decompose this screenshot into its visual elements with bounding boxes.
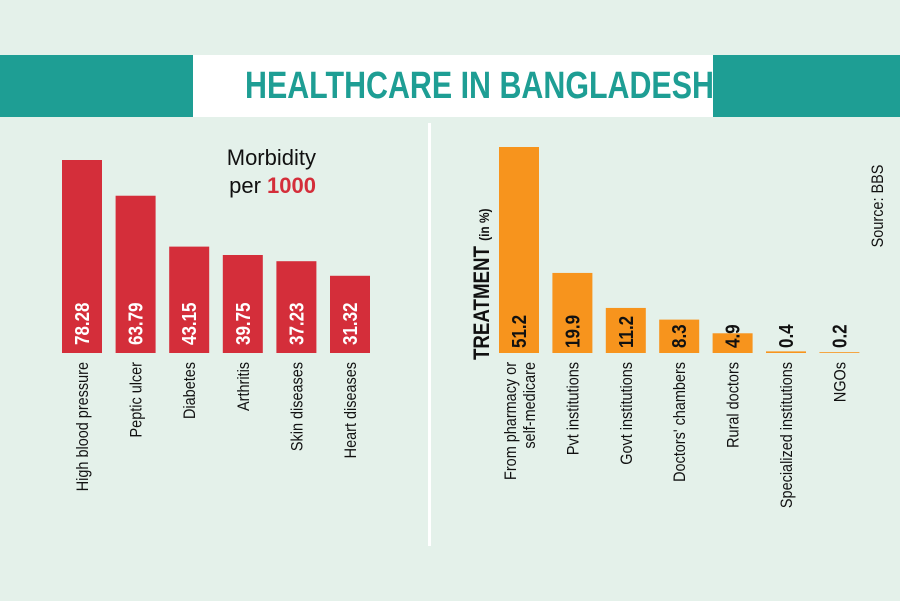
morbidity-bar bbox=[222, 254, 263, 353]
chart-title: HEALTHCARE IN BANGLADESH bbox=[245, 65, 714, 107]
treatment-bar bbox=[499, 147, 539, 353]
treatment-category-label: Doctors' chambers bbox=[671, 362, 689, 482]
treatment-bar bbox=[819, 352, 860, 353]
panel-divider bbox=[428, 123, 431, 546]
morbidity-category-label: Arthritis bbox=[235, 362, 253, 411]
morbidity-category-label: High blood pressure bbox=[74, 362, 92, 491]
treatment-value-label: 11.2 bbox=[614, 316, 637, 348]
treatment-category-label: Govt institutions bbox=[618, 362, 636, 465]
treatment-value-label: 4.9 bbox=[721, 324, 744, 348]
treatment-value-label: 0.2 bbox=[828, 324, 851, 348]
treatment-bar bbox=[712, 333, 753, 353]
morbidity-bar bbox=[330, 275, 370, 353]
treatment-category-label: self-medicare bbox=[521, 362, 539, 449]
morbidity-value-label: 31.32 bbox=[339, 302, 362, 345]
morbidity-title: Morbidity bbox=[226, 145, 316, 170]
morbidity-category-label: Peptic ulcer bbox=[128, 362, 146, 437]
morbidity-subtitle: per 1000 bbox=[200, 172, 316, 200]
morbidity-bar bbox=[62, 160, 102, 353]
morbidity-value-label: 43.15 bbox=[178, 302, 201, 345]
treatment-category-label: Specialized institutions bbox=[778, 362, 796, 508]
morbidity-label: Morbidity per 1000 bbox=[200, 144, 316, 200]
morbidity-category-label: Skin diseases bbox=[288, 362, 306, 451]
morbidity-bar bbox=[169, 246, 210, 353]
morbidity-category-label: Heart diseases bbox=[342, 362, 360, 458]
treatment-category-label: NGOs bbox=[831, 362, 849, 402]
morbidity-per: per bbox=[229, 173, 268, 198]
title-banner: HEALTHCARE IN BANGLADESH bbox=[0, 55, 900, 117]
treatment-category-label: Rural doctors bbox=[725, 362, 743, 448]
treatment-value-label: 0.4 bbox=[775, 324, 798, 348]
treatment-value-label: 19.9 bbox=[561, 315, 584, 348]
morbidity-value-label: 78.28 bbox=[71, 302, 94, 345]
morbidity-value-label: 39.75 bbox=[231, 302, 254, 345]
treatment-category-label: From pharmacy or bbox=[502, 362, 520, 480]
treatment-value-label: 8.3 bbox=[668, 324, 691, 348]
treatment-bar bbox=[659, 319, 700, 353]
title-box bbox=[193, 55, 713, 117]
morbidity-value-label: 63.79 bbox=[124, 302, 147, 345]
treatment-bar bbox=[766, 351, 806, 353]
morbidity-per-value: 1000 bbox=[267, 173, 316, 198]
morbidity-bar bbox=[276, 261, 317, 353]
morbidity-bar bbox=[115, 195, 156, 353]
morbidity-category-label: Diabetes bbox=[181, 362, 199, 419]
treatment-bar bbox=[552, 272, 593, 353]
morbidity-value-label: 37.23 bbox=[285, 302, 308, 345]
treatment-bar bbox=[605, 307, 646, 353]
treatment-value-label: 51.2 bbox=[508, 315, 531, 348]
treatment-category-label: Pvt institutions bbox=[564, 362, 582, 455]
